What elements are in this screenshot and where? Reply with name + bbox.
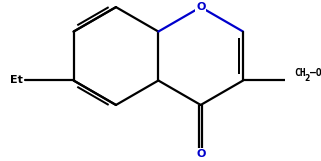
Text: —OH: —OH: [310, 68, 321, 78]
Text: O: O: [196, 149, 205, 159]
Text: O: O: [196, 2, 205, 12]
Text: CH: CH: [294, 68, 306, 78]
Text: Et: Et: [10, 76, 23, 85]
Text: 2: 2: [305, 74, 310, 83]
